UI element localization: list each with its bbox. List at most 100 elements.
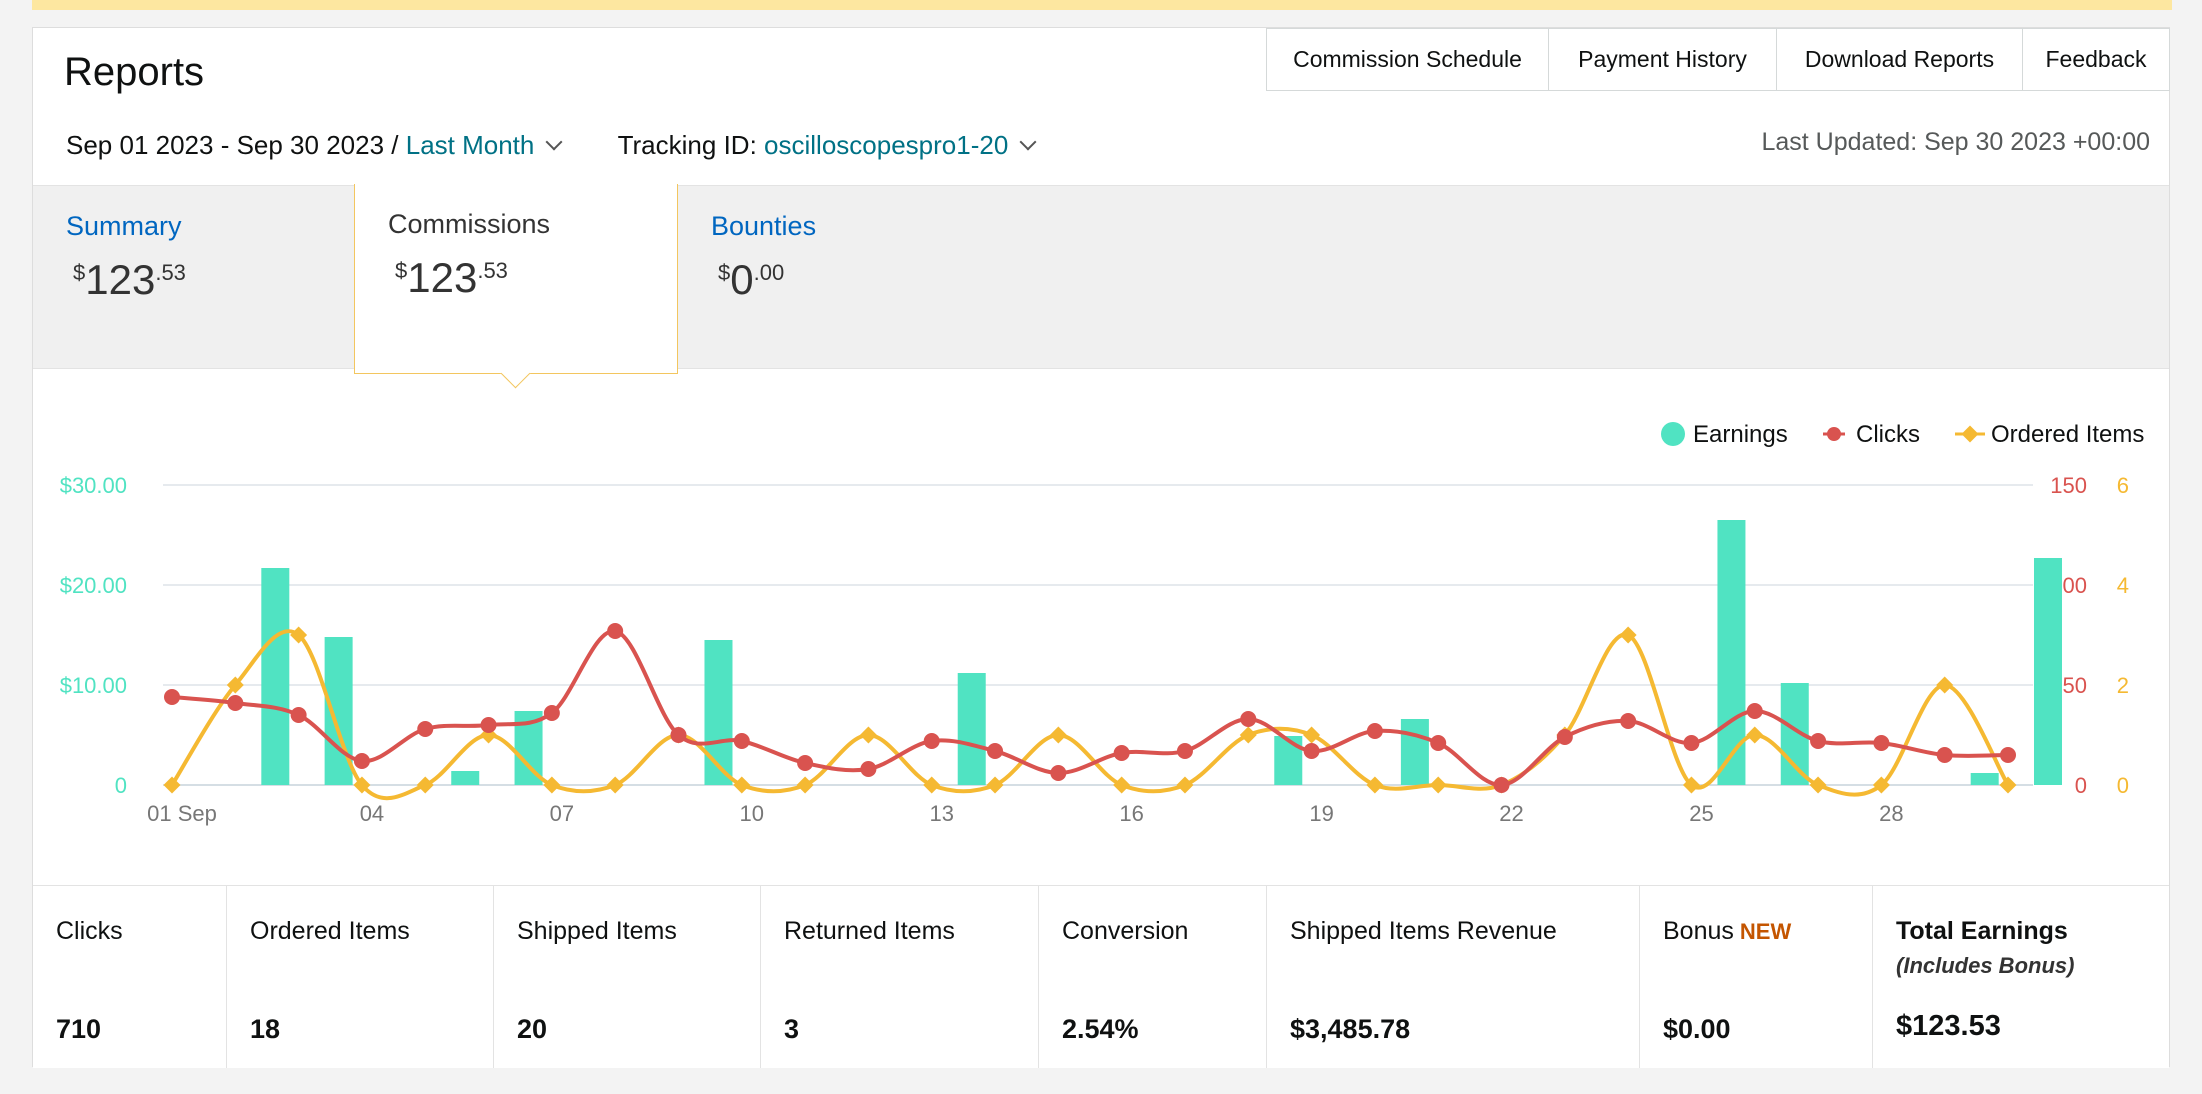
- y-left-tick-label: $20.00: [60, 573, 127, 598]
- stat-label: Returned Items: [784, 917, 955, 945]
- clicks-point: [1240, 711, 1257, 727]
- clicks-point: [164, 689, 180, 705]
- summary-amount: $123.53: [73, 256, 186, 304]
- stat-value: $0.00: [1663, 1014, 1731, 1044]
- total-earnings-label: Total Earnings: [1896, 917, 2068, 945]
- currency-symbol: $: [395, 258, 408, 283]
- ordered-items-point: [163, 776, 181, 794]
- stat-label: Conversion: [1062, 917, 1189, 945]
- clicks-point: [543, 705, 560, 721]
- stat-conversion: Conversion 2.54%: [1039, 886, 1267, 1068]
- amount-cents: .53: [477, 258, 508, 283]
- clicks-point: [733, 733, 750, 749]
- clicks-point: [1810, 733, 1827, 749]
- commissions-amount: $123.53: [395, 254, 508, 302]
- tab-bounties-label: Bounties: [711, 211, 817, 241]
- x-tick-label: 01 Sep: [147, 801, 217, 826]
- tracking-id-value: oscilloscopespro1-20: [764, 130, 1009, 160]
- tab-commissions[interactable]: Commissions $123.53: [354, 184, 678, 374]
- clicks-point: [987, 743, 1004, 759]
- clicks-point: [670, 727, 687, 743]
- ordered-items-point: [1809, 776, 1827, 794]
- clicks-point: [1303, 743, 1320, 759]
- ordered-items-point: [1872, 776, 1890, 794]
- clicks-point: [227, 695, 244, 711]
- stat-label: Shipped Items: [517, 917, 677, 945]
- period-dropdown[interactable]: Last Month: [406, 130, 568, 160]
- x-tick-label: 04: [360, 801, 384, 826]
- ordered-items-point: [1113, 776, 1131, 794]
- tracking-id-label: Tracking ID:: [617, 130, 757, 160]
- ordered-items-point: [1936, 676, 1954, 694]
- x-tick-label: 22: [1499, 801, 1523, 826]
- ordered-items-point: [986, 776, 1004, 794]
- y-right-clicks-tick-label: 50: [2063, 673, 2087, 698]
- new-badge: NEW: [1739, 919, 1792, 944]
- earnings-bar: [451, 771, 480, 785]
- amount-cents: .00: [753, 260, 785, 285]
- ordered-items-point: [1366, 776, 1384, 794]
- amount-cents: .53: [155, 260, 186, 285]
- stat-total-earnings: Total Earnings (Includes Bonus) $123.53: [1873, 886, 2169, 1068]
- y-right-clicks-tick-label: 150: [2050, 473, 2087, 498]
- legend-clicks-label: Clicks: [1856, 421, 1920, 448]
- bonus-label: Bonus: [1663, 917, 1734, 945]
- stat-value: 18: [250, 1014, 281, 1044]
- clicks-point: [1620, 713, 1637, 729]
- commission-schedule-button[interactable]: Commission Schedule: [1266, 28, 1549, 91]
- tab-summary[interactable]: Summary $123.53: [33, 186, 354, 368]
- payment-history-button[interactable]: Payment History: [1548, 28, 1777, 91]
- stat-value: 2.54%: [1062, 1014, 1139, 1044]
- y-right-items-tick-label: 4: [2117, 573, 2129, 598]
- legend-ordered-label: Ordered Items: [1991, 421, 2144, 448]
- stat-shipped-items: Shipped Items 20: [494, 886, 761, 1068]
- clicks-point: [1430, 735, 1447, 751]
- stats-row: Clicks 710 Ordered Items 18 Shipped Item…: [33, 885, 2169, 1068]
- clicks-point: [1050, 765, 1067, 781]
- x-tick-label: 13: [929, 801, 953, 826]
- date-range-text: Sep 01 2023 - Sep 30 2023 /: [66, 130, 399, 160]
- earnings-bar: [957, 673, 986, 785]
- clicks-point: [1176, 743, 1193, 759]
- y-right-items-tick-label: 6: [2117, 473, 2129, 498]
- tab-bounties[interactable]: Bounties $0.00: [678, 186, 1078, 368]
- ordered-items-point: [796, 776, 814, 794]
- earnings-bar: [704, 640, 733, 785]
- amount-whole: 123: [407, 254, 478, 301]
- clicks-point: [1366, 723, 1383, 739]
- x-tick-label: 28: [1879, 801, 1903, 826]
- ordered-items-point: [1999, 776, 2017, 794]
- currency-symbol: $: [73, 260, 86, 285]
- y-right-items-tick-label: 2: [2117, 673, 2129, 698]
- currency-symbol: $: [718, 260, 731, 285]
- tracking-id-dropdown[interactable]: oscilloscopespro1-20: [764, 130, 1037, 160]
- x-tick-label: 25: [1689, 801, 1713, 826]
- download-reports-button[interactable]: Download Reports: [1776, 28, 2023, 91]
- ordered-items-point: [606, 776, 624, 794]
- stat-value: $123.53: [1896, 1010, 2001, 1042]
- ordered-items-point: [416, 776, 434, 794]
- ordered-items-line: [170, 629, 2010, 801]
- y-right-clicks-tick-label: 0: [2075, 773, 2087, 798]
- stat-value: 710: [56, 1014, 102, 1044]
- bounties-amount: $0.00: [718, 256, 784, 304]
- ordered-items-point: [1176, 776, 1194, 794]
- feedback-button[interactable]: Feedback: [2022, 28, 2170, 91]
- ordered-items-point: [1429, 776, 1447, 794]
- stat-label: Total Earnings (Includes Bonus): [1896, 914, 2074, 983]
- clicks-point: [1113, 745, 1130, 761]
- earnings-bar: [1970, 773, 1999, 785]
- x-tick-label: 16: [1119, 801, 1143, 826]
- amount-whole: 123: [85, 256, 156, 303]
- stat-label: Clicks: [56, 917, 123, 945]
- summary-tabs: Summary $123.53 Commissions $123.53 Boun…: [33, 184, 2169, 374]
- stat-label: Shipped Items Revenue: [1290, 917, 1557, 945]
- stat-label: Bonus NEW: [1663, 914, 1791, 949]
- ordered-items-point: [1303, 726, 1321, 744]
- clicks-point: [923, 733, 940, 749]
- stat-value: 3: [784, 1014, 800, 1044]
- y-right-items-tick-label: 0: [2117, 773, 2129, 798]
- clicks-point: [797, 755, 814, 771]
- ordered-items-point: [859, 726, 877, 744]
- y-left-tick-label: $30.00: [60, 473, 127, 498]
